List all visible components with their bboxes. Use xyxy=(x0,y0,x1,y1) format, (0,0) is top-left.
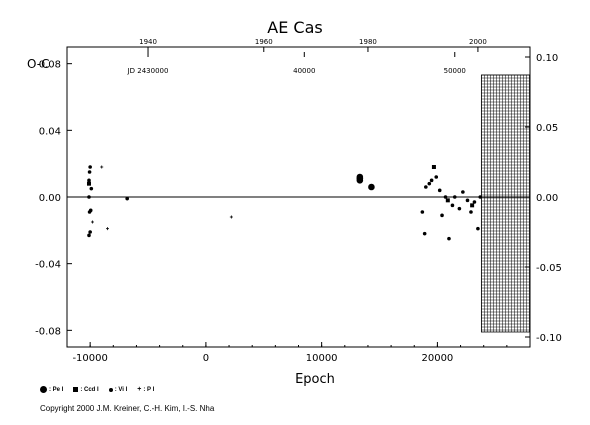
point-vi xyxy=(87,178,91,183)
point-vi xyxy=(87,233,91,238)
point-vi xyxy=(440,213,444,218)
x-tick-label: 10000 xyxy=(306,353,338,364)
point-vi xyxy=(87,210,92,214)
point-vi xyxy=(434,175,439,179)
y-tick-label: 0.04 xyxy=(39,126,61,137)
top-year-label: 2000 xyxy=(469,38,487,46)
point-vi xyxy=(450,203,455,208)
axis-ticks: -10000 0 10000 20000 -0.08 -0.04 0.00 0.04 0.08 -… xyxy=(35,38,562,364)
x-tick-label: 0 xyxy=(203,353,209,364)
right-y-tick-label: 0.00 xyxy=(536,193,558,204)
point-vi xyxy=(89,186,94,191)
hatch-frame xyxy=(480,74,531,333)
point-ccd xyxy=(445,198,450,203)
point-vi xyxy=(465,198,470,203)
point-vi xyxy=(452,195,457,199)
right-y-tick-label: -0.05 xyxy=(536,263,562,274)
point-vi xyxy=(461,190,465,194)
copyright-text: Copyright 2000 J.M. Kreiner, C.-H. Kim, … xyxy=(40,404,215,413)
point-vi xyxy=(125,196,129,201)
point-vi xyxy=(88,165,92,169)
point-vi xyxy=(420,210,425,214)
legend-label: : P I xyxy=(143,386,155,393)
top-year-label: 1940 xyxy=(139,38,157,46)
chart-title: AE Cas xyxy=(267,18,322,37)
point-vi xyxy=(476,226,480,231)
right-y-tick-label: 0.05 xyxy=(536,123,558,134)
x-tick-label: -10000 xyxy=(72,353,107,364)
point-vi xyxy=(478,195,483,199)
point-pe xyxy=(368,183,375,191)
legend-marker-plus-icon: + xyxy=(137,386,142,393)
point-ccd xyxy=(470,203,475,208)
point-vi xyxy=(447,236,451,241)
legend-item-p: + : P I xyxy=(137,386,154,393)
legend-marker-circle-small-icon xyxy=(108,387,113,392)
point-vi xyxy=(437,188,442,193)
top-year-label: 1980 xyxy=(359,38,377,46)
point-vi xyxy=(472,200,477,204)
point-ccd xyxy=(86,181,91,186)
jd-label: 40000 xyxy=(293,67,315,75)
right-y-tick-label: 0.10 xyxy=(536,53,558,64)
point-ccd xyxy=(431,165,436,169)
y-tick-label: 0.08 xyxy=(39,60,61,71)
legend: : Pe I : Ccd I : Vi I + : P I xyxy=(40,386,154,393)
legend-item-vi: : Vi I xyxy=(108,386,128,393)
point-vi xyxy=(427,181,432,186)
legend-marker-circle-large-icon xyxy=(40,386,47,393)
data-points xyxy=(86,165,483,241)
jd-label: 50000 xyxy=(444,67,466,75)
jd-label: JD 2430000 xyxy=(127,67,169,75)
point-vi xyxy=(422,231,427,236)
right-y-tick-label: -0.10 xyxy=(536,333,562,344)
y-tick-label: -0.08 xyxy=(35,326,61,337)
legend-label: : Pe I xyxy=(49,386,64,393)
point-vi xyxy=(88,230,92,234)
point-vi xyxy=(457,206,462,211)
hatched-region xyxy=(480,74,531,333)
point-vi xyxy=(443,195,448,199)
legend-item-ccd: : Ccd I xyxy=(73,386,99,393)
y-tick-label: -0.04 xyxy=(35,260,61,271)
x-tick-label: 20000 xyxy=(421,353,453,364)
point-vi xyxy=(469,210,473,214)
legend-label: : Vi I xyxy=(114,386,128,393)
y-tick-label: 0.00 xyxy=(39,193,61,204)
point-vi xyxy=(87,195,91,199)
x-axis-label: Epoch xyxy=(295,372,335,387)
point-vi xyxy=(87,170,92,174)
legend-item-pe: : Pe I xyxy=(40,386,63,393)
legend-marker-square-icon xyxy=(73,387,79,392)
point-vi xyxy=(424,185,428,189)
top-year-label: 1960 xyxy=(255,38,273,46)
point-vi xyxy=(429,178,434,183)
legend-label: : Ccd I xyxy=(80,386,99,393)
point-pe xyxy=(356,173,364,181)
y-axis-label: O-C xyxy=(27,57,50,71)
